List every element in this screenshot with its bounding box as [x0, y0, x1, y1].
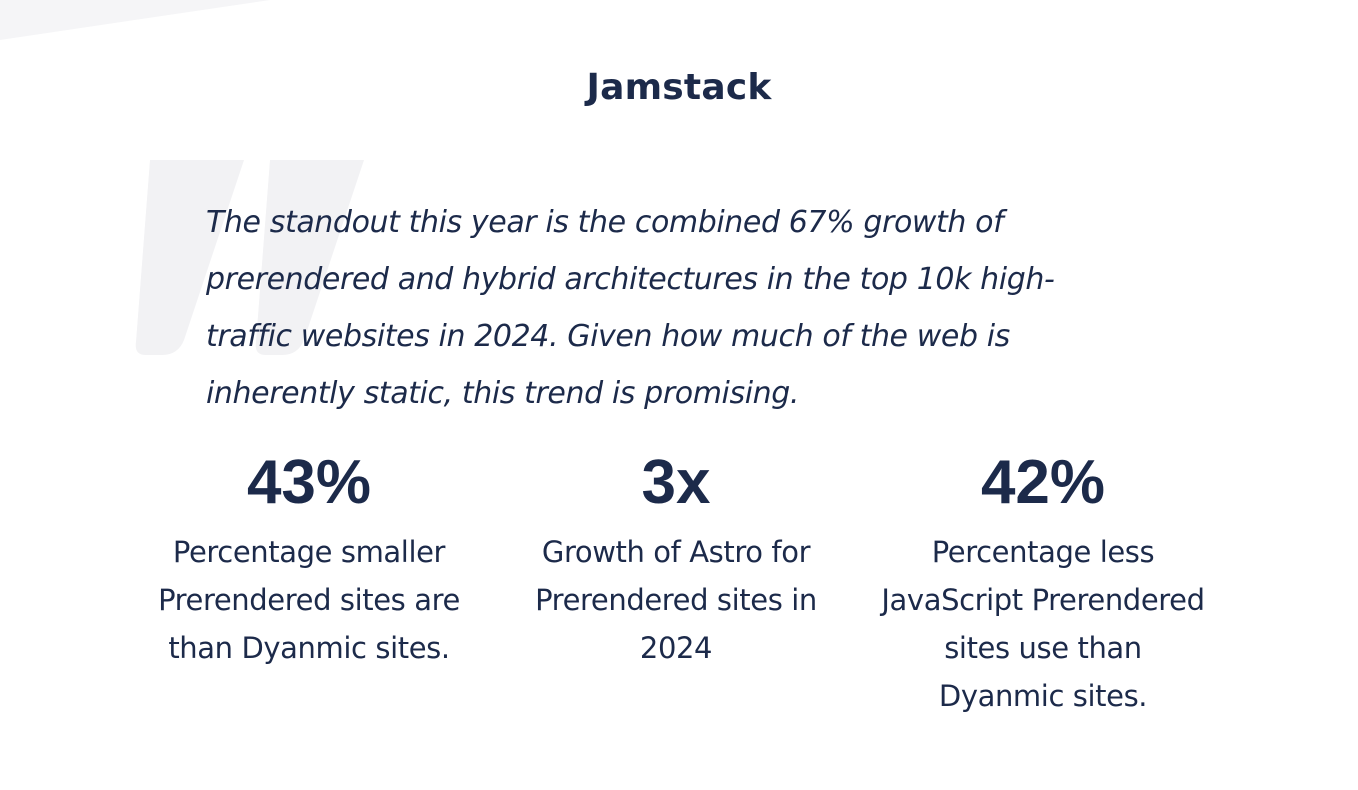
- background-wedge: [0, 0, 270, 40]
- stat-value: 42%: [980, 448, 1106, 517]
- stats-row: 43% Percentage smaller Prerendered sites…: [126, 446, 1226, 746]
- stat-caption: Percentage less JavaScript Prerendered s…: [881, 535, 1205, 713]
- stat-value: 3x: [641, 448, 711, 517]
- stat-caption: Growth of Astro for Prerendered sites in…: [535, 535, 817, 665]
- stat-less-javascript: 42% Percentage less JavaScript Prerender…: [860, 446, 1226, 720]
- quote-mark-icon: [135, 160, 364, 355]
- stat-smaller-size: 43% Percentage smaller Prerendered sites…: [126, 446, 492, 672]
- stat-value: 43%: [246, 448, 372, 517]
- stat-astro-growth: 3x Growth of Astro for Prerendered sites…: [492, 446, 860, 672]
- quote-text: The standout this year is the combined 6…: [206, 205, 1055, 411]
- section-title: Jamstack: [586, 67, 772, 108]
- stat-caption: Percentage smaller Prerendered sites are…: [158, 535, 460, 665]
